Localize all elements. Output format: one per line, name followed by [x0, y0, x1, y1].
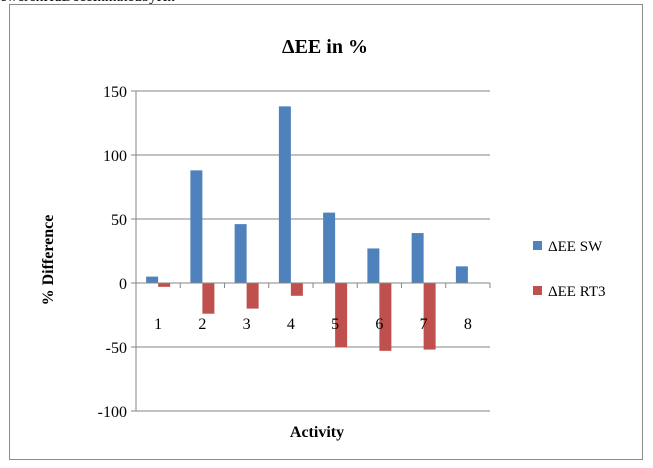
x-axis-label: Activity [290, 424, 344, 441]
x-tick-label: 3 [243, 316, 251, 333]
x-tick-label: 2 [198, 316, 206, 333]
bar-sw-activity-6 [367, 248, 380, 283]
bar-sw-activity-1 [146, 276, 159, 283]
y-tick-label: 150 [103, 84, 127, 101]
bar-rt3-activity-2 [202, 283, 215, 314]
bar-rt3-activity-6 [379, 283, 392, 351]
x-tick-label: 8 [464, 316, 472, 333]
legend-swatch [533, 241, 542, 250]
x-tick-label: 6 [375, 316, 383, 333]
y-tick-label: -100 [98, 404, 127, 421]
y-tick-label: 100 [103, 148, 127, 165]
legend-swatch [533, 286, 542, 295]
bars [146, 106, 468, 351]
y-tick-label: 0 [119, 276, 127, 293]
x-tick-label: 7 [420, 316, 428, 333]
y-axis-label: % Difference [40, 215, 57, 306]
bar-rt3-activity-5 [335, 283, 348, 347]
x-tick-label: 1 [154, 316, 162, 333]
bar-sw-activity-7 [411, 233, 424, 283]
bar-sw-activity-3 [234, 224, 247, 283]
x-tick-label: 4 [287, 316, 295, 333]
bar-rt3-activity-1 [158, 283, 171, 287]
bar-sw-activity-4 [278, 106, 291, 283]
y-tick-labels: 150 100 50 0 -50 -100 [98, 84, 127, 421]
bar-sw-activity-5 [323, 212, 336, 283]
gridlines [131, 90, 491, 412]
bar-sw-activity-8 [455, 266, 468, 283]
bar-rt3-activity-7 [423, 283, 436, 350]
cropped-caption-text: ewerenHuDeceInmatedbyHn [0, 0, 175, 6]
y-tick-label: 50 [111, 212, 127, 229]
bar-sw-activity-2 [190, 170, 203, 283]
legend-label: ΔEE RT3 [548, 284, 606, 300]
bar-rt3-activity-3 [246, 283, 259, 309]
legend: ΔEE SW ΔEE RT3 [533, 239, 606, 300]
x-tick-label: 5 [331, 316, 339, 333]
bar-rt3-activity-4 [290, 283, 303, 296]
x-tick-labels: 1 2 3 4 5 6 7 8 [154, 316, 472, 333]
chart-title: ΔEE in % [282, 36, 368, 58]
legend-label: ΔEE SW [548, 239, 603, 255]
y-tick-label: -50 [106, 340, 127, 357]
